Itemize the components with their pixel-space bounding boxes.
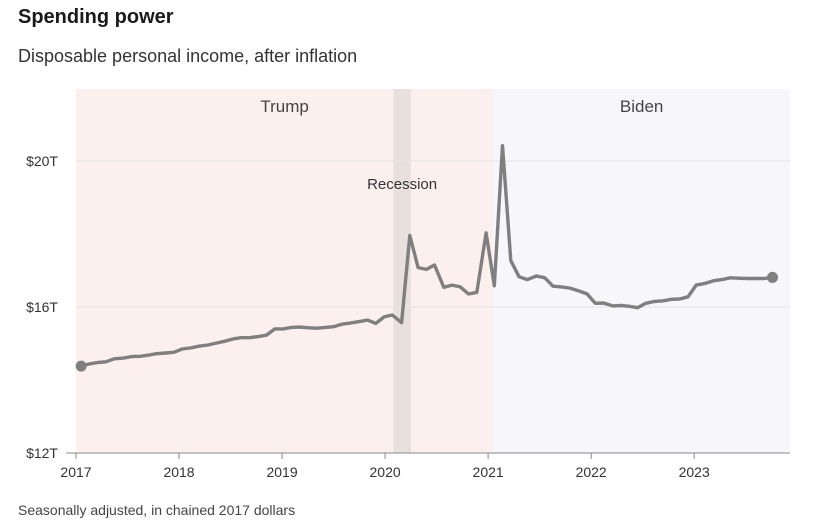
period-band-trump [76, 89, 494, 453]
x-tick-label: 2018 [163, 464, 194, 480]
period-bands [76, 89, 790, 453]
x-tick-label: 2017 [60, 464, 91, 480]
period-labels: Trump Biden Recession [260, 97, 663, 193]
chart-subtitle: Disposable personal income, after inflat… [18, 46, 358, 66]
recession-band [393, 89, 411, 453]
series-layer [75, 144, 778, 372]
chart-footnote: Seasonally adjusted, in chained 2017 dol… [18, 502, 296, 518]
y-axis-ticks: $12T $16T $20T [26, 153, 58, 461]
x-tick-label: 2021 [473, 464, 504, 480]
gridlines [76, 160, 790, 308]
series-end-point [766, 271, 778, 283]
x-tick-label: 2020 [370, 464, 401, 480]
series-line [79, 144, 775, 368]
x-tick-label: 2019 [266, 464, 297, 480]
period-band-biden [493, 89, 790, 453]
series-start-point [75, 360, 87, 372]
y-tick-label: $16T [26, 299, 58, 315]
y-tick-label: $12T [26, 445, 58, 461]
chart-title: Spending power [18, 6, 174, 28]
x-tick-label: 2023 [679, 464, 710, 480]
recession-label: Recession [367, 176, 437, 193]
y-tick-label: $20T [26, 153, 58, 169]
period-label-trump: Trump [260, 97, 309, 116]
x-tick-label: 2022 [576, 464, 607, 480]
x-axis: 2017 2018 2019 2020 2021 2022 2023 [60, 452, 790, 480]
period-label-biden: Biden [620, 97, 663, 116]
